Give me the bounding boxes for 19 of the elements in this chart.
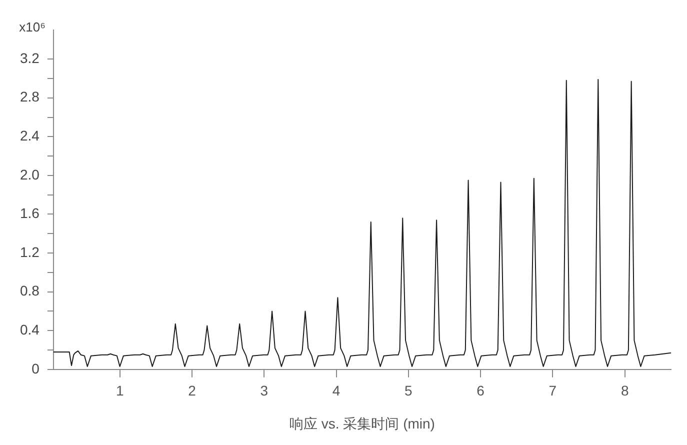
y-tick-label: 2.0 <box>20 166 40 182</box>
x-tick-label: 4 <box>332 382 340 399</box>
x-axis-title: 响应 vs. 采集时间 (min) <box>290 415 435 432</box>
x-tick-label: 7 <box>548 382 557 399</box>
x-tick-label: 5 <box>404 382 413 399</box>
y-tick-label: 0 <box>32 360 40 376</box>
x-tick-label: 6 <box>476 382 485 399</box>
y-tick-label: 1.2 <box>20 244 40 260</box>
x-tick-label: 2 <box>188 382 196 399</box>
x-tick-label: 1 <box>116 382 124 399</box>
y-tick-label: 2.8 <box>20 88 40 105</box>
y-tick-label: 1.6 <box>20 205 40 222</box>
y-tick-label: 0.4 <box>20 321 40 338</box>
y-tick-label: 0.8 <box>20 282 40 299</box>
y-tick-label: 2.4 <box>20 128 40 144</box>
x-tick-label: 8 <box>620 382 629 399</box>
x-tick-label: 3 <box>260 382 268 399</box>
y-axis-title: x10⁶ <box>19 20 46 35</box>
y-tick-label: 3.2 <box>20 50 40 66</box>
